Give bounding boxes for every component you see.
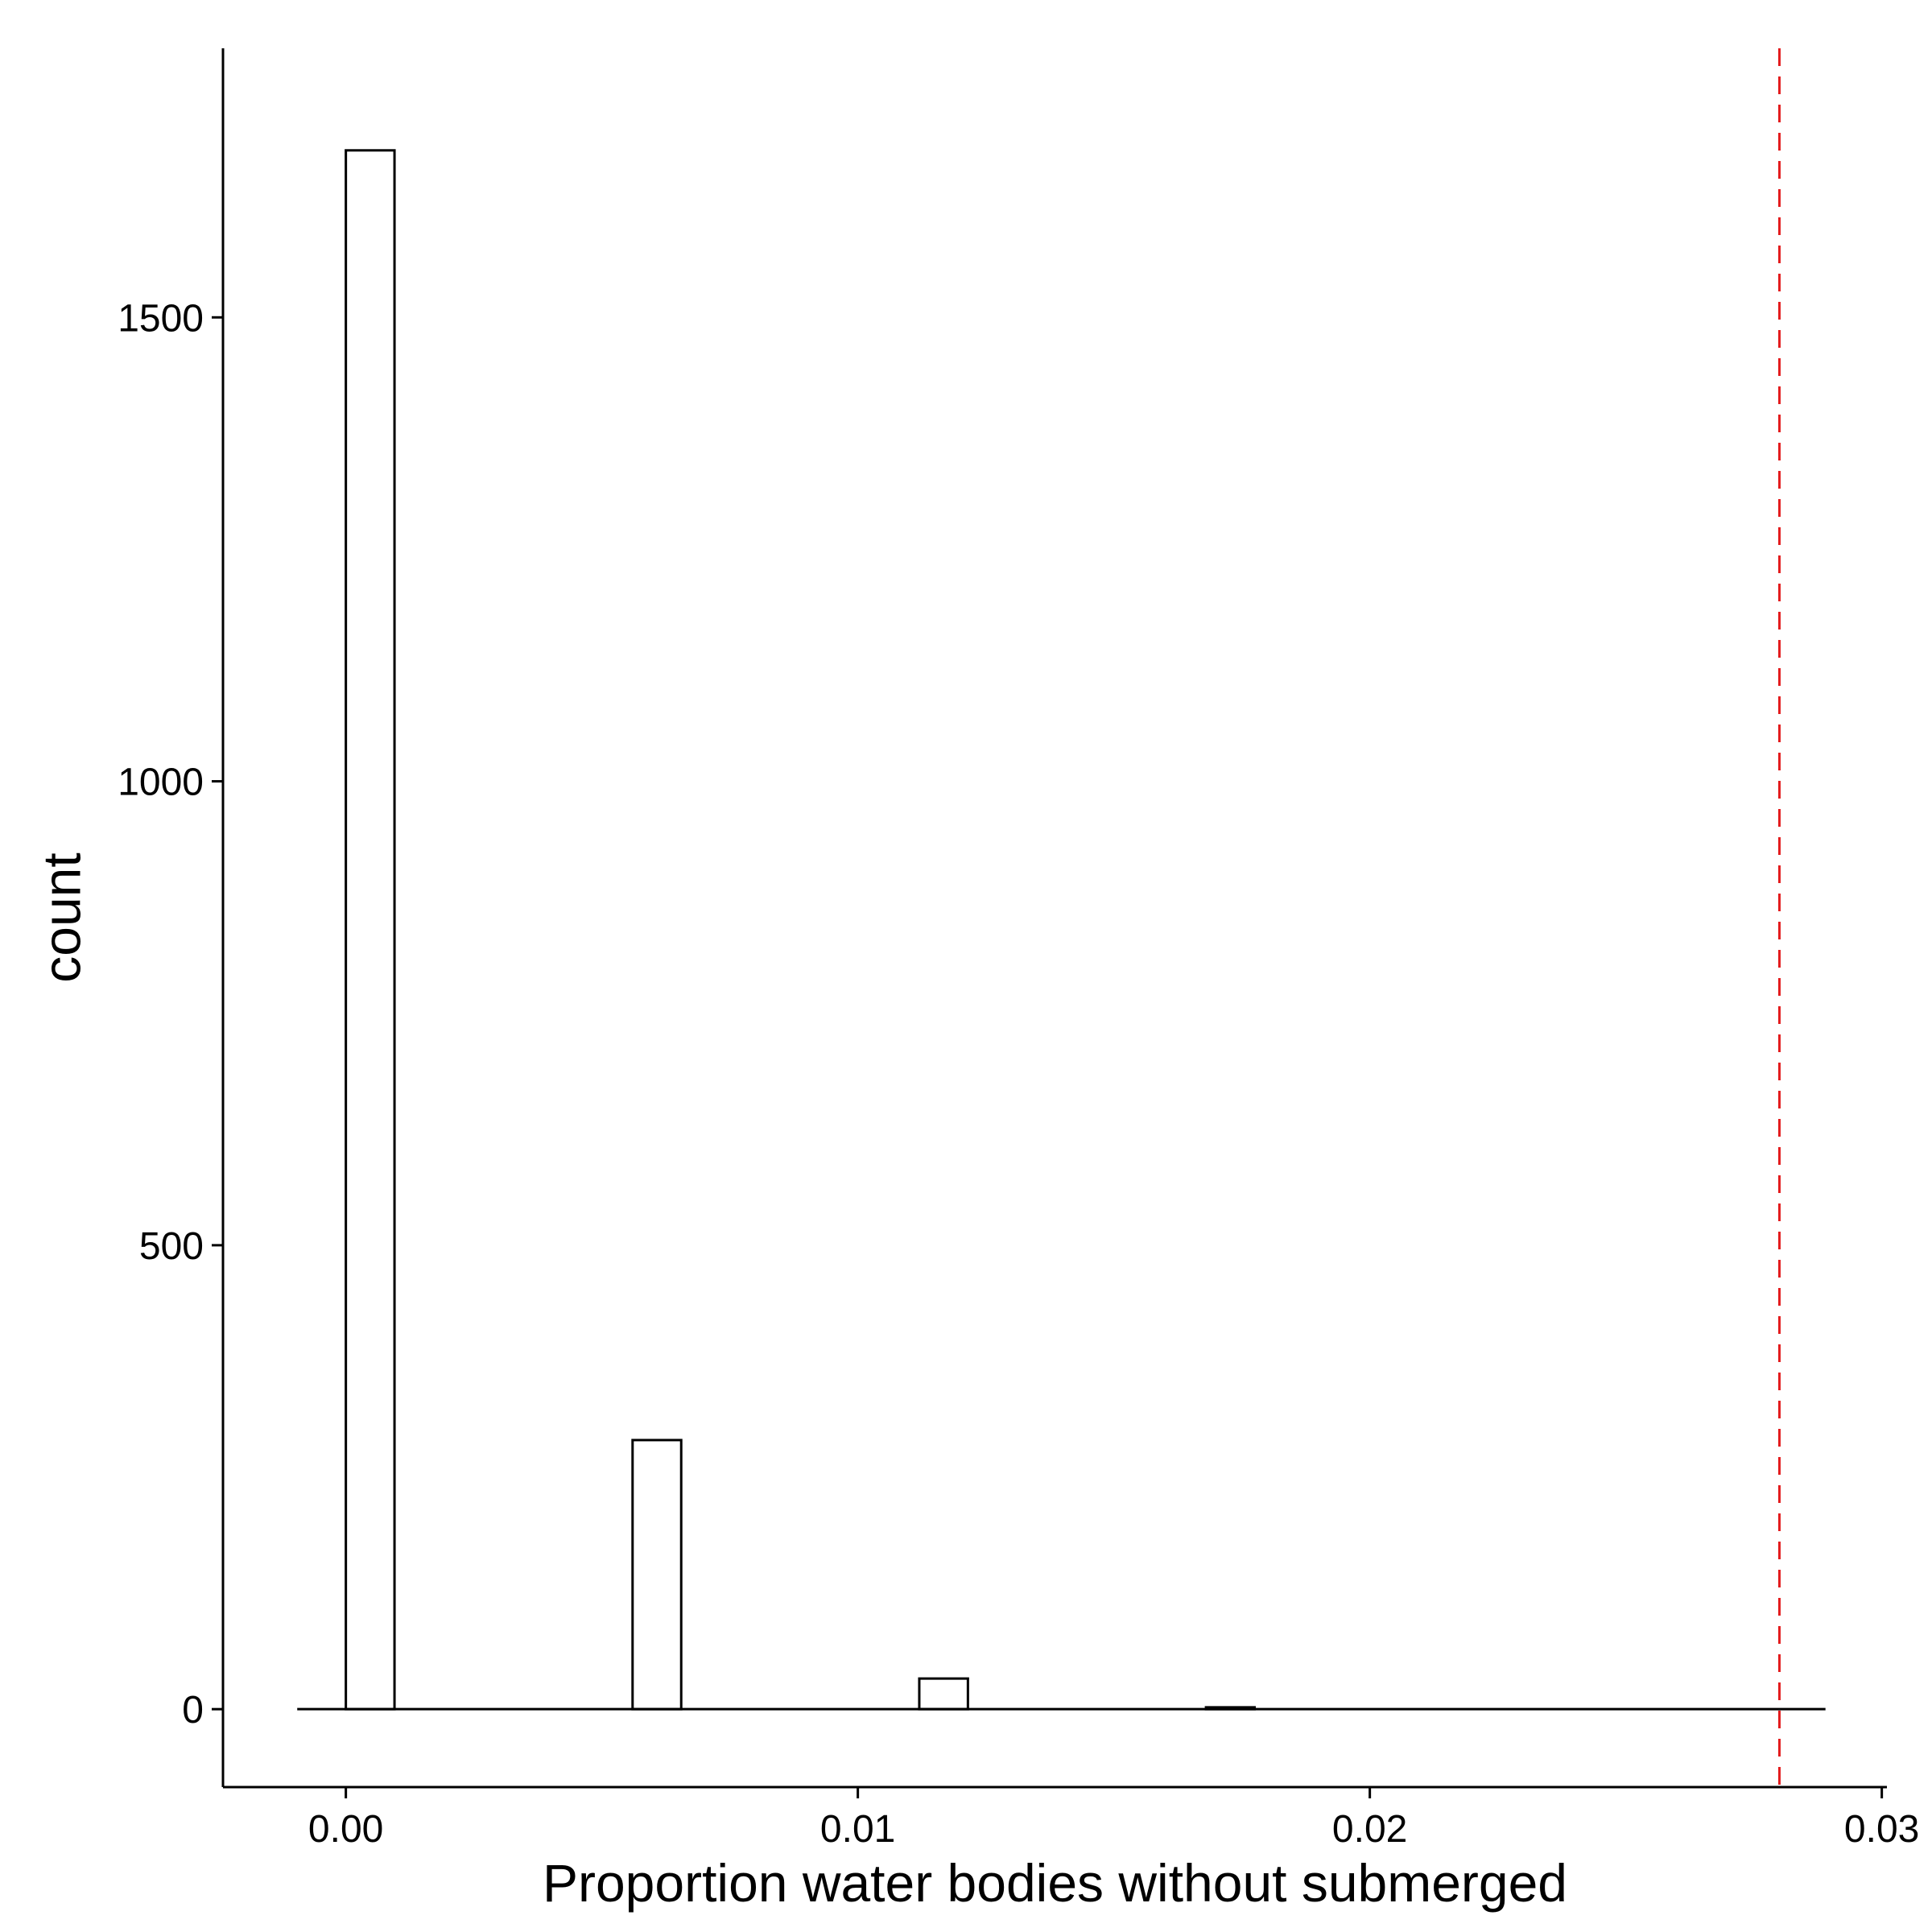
x-tick-label: 0.00	[308, 1808, 383, 1851]
histogram-bar	[918, 1677, 969, 1711]
x-axis-title: Proportion water bodies without submerge…	[543, 1853, 1567, 1913]
y-tick-label: 500	[139, 1225, 204, 1268]
y-tick-label: 1500	[118, 297, 204, 340]
histogram-bar	[345, 149, 396, 1711]
y-tick-label: 0	[182, 1689, 204, 1732]
x-axis-ticks: 0.00 0.01 0.02 0.03	[308, 1787, 1919, 1851]
x-tick-label: 0.01	[820, 1808, 895, 1851]
histogram-bar	[631, 1439, 683, 1711]
y-axis-title: count	[31, 852, 91, 982]
y-tick-label: 1000	[118, 762, 204, 804]
x-tick-label: 0.02	[1332, 1808, 1407, 1851]
x-tick-label: 0.03	[1844, 1808, 1919, 1851]
bars-group	[345, 149, 1257, 1711]
y-axis-ticks: 0 500 1000 1500	[118, 297, 223, 1732]
